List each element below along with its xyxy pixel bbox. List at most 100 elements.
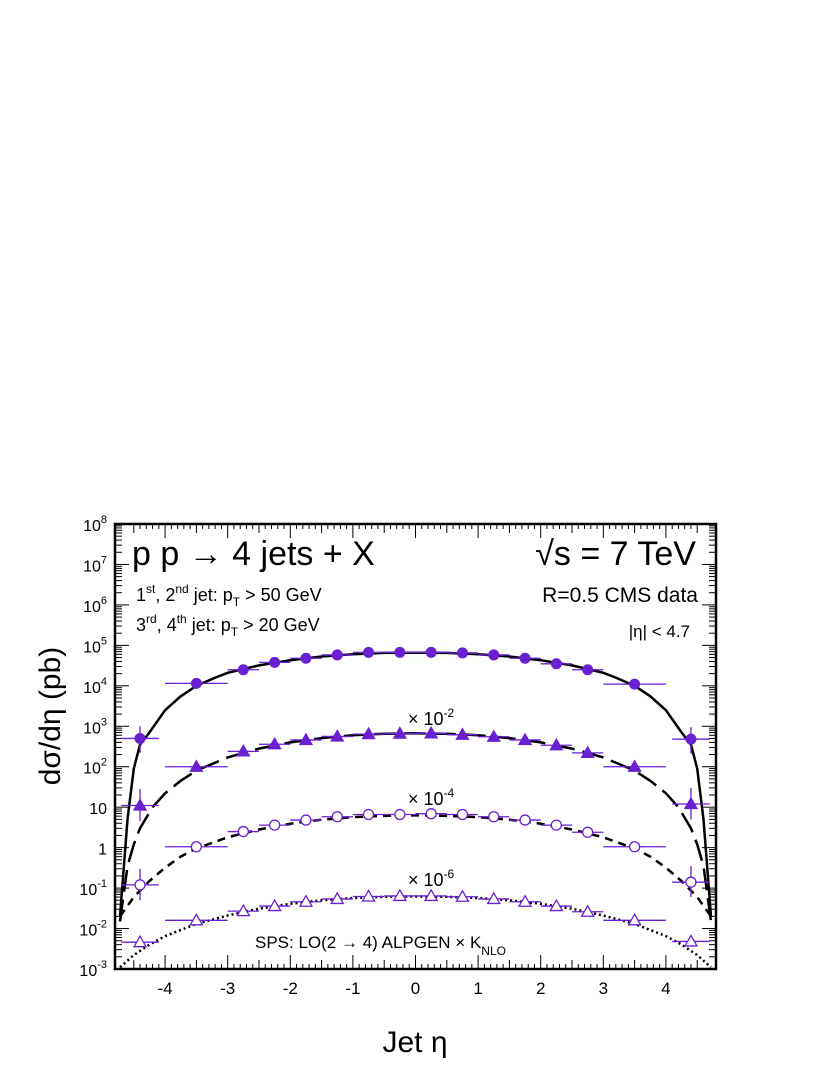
- x-tick-label: 0: [411, 979, 420, 998]
- data-point-series-3: [519, 814, 531, 826]
- data-point-series-2: [549, 737, 564, 751]
- data-point-series-2: [330, 729, 345, 742]
- data-point-series-4: [486, 891, 501, 905]
- x-tick-label: 2: [536, 979, 545, 998]
- theory-curve-3: [118, 814, 713, 918]
- data-point-series-3: [456, 808, 469, 821]
- data-point-series-4: [455, 889, 470, 902]
- data-point-series-4: [627, 912, 642, 926]
- data-point-series-3: [550, 819, 563, 831]
- data-point-series-4: [330, 891, 345, 905]
- data-point-series-4: [424, 888, 439, 902]
- data-point-series-2: [236, 744, 251, 757]
- data-point-series-4: [361, 889, 376, 902]
- tick-layer: -4 -3 -2 -1 0 1 2 3 4 10-3 10-2 10-1 1 10 102 103 104 105…: [79, 514, 716, 998]
- data-point-series-1: [134, 732, 146, 744]
- x-tick-label: -3: [220, 979, 235, 998]
- data-point-series-4: [392, 888, 407, 902]
- data-point-series-1: [550, 658, 562, 670]
- data-point-series-2: [517, 732, 533, 746]
- data-point-series-1: [237, 664, 249, 676]
- y-tick-label: 103: [83, 716, 107, 737]
- data-point-series-4: [683, 934, 699, 947]
- data-point-series-2: [486, 729, 501, 742]
- data-point-series-1: [456, 647, 468, 659]
- x-tick-label: -1: [345, 979, 360, 998]
- y-tick-label: 106: [83, 595, 107, 616]
- y-tick-label: 104: [83, 676, 107, 697]
- data-point-series-1: [190, 677, 202, 689]
- plot-frame: [113, 522, 718, 971]
- data-point-series-3: [582, 826, 594, 838]
- energy-label: √s = 7 TeV: [535, 535, 696, 573]
- data-point-series-2: [455, 727, 470, 740]
- data-point-series-2: [298, 732, 314, 746]
- data-point-series-4: [580, 904, 595, 917]
- jet-cut-2: 3rd, 4th jet: pT > 20 GeV: [136, 612, 320, 639]
- data-point-series-3: [685, 876, 697, 888]
- data-point-series-4: [236, 903, 251, 917]
- data-point-series-1: [519, 652, 531, 664]
- x-axis-title: Jet η: [382, 1026, 447, 1059]
- x-tick-label: 3: [599, 979, 608, 998]
- scale-label-4: × 10-4: [408, 786, 455, 809]
- data-point-series-1: [269, 656, 281, 668]
- y-tick-label: 102: [83, 757, 107, 778]
- data-point-series-2: [683, 796, 699, 810]
- data-points: [121, 646, 710, 948]
- data-point-series-3: [237, 825, 249, 838]
- y-tick-label: 10-2: [79, 919, 107, 940]
- jet-cut-1: 1st, 2nd jet: pT > 50 GeV: [136, 582, 322, 609]
- y-tick-label: 108: [83, 514, 107, 535]
- scale-label-2: × 10-2: [408, 706, 455, 729]
- data-point-series-3: [190, 841, 203, 853]
- data-point-series-3: [300, 814, 312, 826]
- scale-label-6: × 10-6: [408, 867, 455, 890]
- data-point-series-3: [628, 841, 641, 853]
- y-tick-label: 10-1: [79, 878, 107, 899]
- data-point-series-3: [331, 811, 343, 823]
- data-point-series-1: [685, 733, 697, 745]
- eta-cut-label: |η| < 4.7: [629, 622, 690, 641]
- data-point-series-2: [424, 725, 439, 739]
- x-tick-label: 1: [473, 979, 482, 998]
- data-point-series-1: [394, 646, 406, 658]
- data-point-series-3: [394, 808, 406, 821]
- data-point-series-4: [517, 894, 533, 907]
- data-point-series-3: [268, 819, 281, 831]
- x-tick-label: -2: [283, 979, 298, 998]
- x-tick-label: -4: [158, 979, 173, 998]
- y-tick-label: 1: [98, 842, 107, 859]
- data-point-series-2: [627, 759, 642, 772]
- data-point-series-4: [132, 934, 148, 948]
- data-point-series-1: [363, 646, 375, 658]
- data-point-series-3: [425, 808, 437, 820]
- data-point-series-2: [267, 736, 282, 750]
- data-point-series-1: [331, 649, 343, 661]
- x-tick-label: 4: [661, 979, 670, 998]
- data-point-series-1: [300, 652, 312, 664]
- y-tick-label: 10-3: [79, 959, 107, 980]
- data-point-series-1: [629, 678, 641, 690]
- data-point-series-3: [488, 811, 500, 823]
- data-point-series-3: [134, 879, 146, 891]
- data-point-series-1: [425, 646, 437, 658]
- model-label: SPS: LO(2 → 4) ALPGEN × KNLO: [255, 933, 506, 958]
- radius-label: R=0.5 CMS data: [542, 584, 698, 607]
- data-point-series-2: [189, 759, 204, 772]
- data-point-series-4: [189, 912, 204, 926]
- data-point-series-2: [392, 726, 407, 739]
- data-point-series-2: [580, 745, 595, 759]
- y-tick-label: 10: [89, 801, 107, 818]
- data-point-series-2: [132, 798, 148, 811]
- y-tick-label: 107: [83, 554, 107, 575]
- data-point-series-3: [362, 808, 375, 821]
- y-tick-label: 105: [83, 635, 107, 656]
- data-point-series-4: [298, 894, 314, 907]
- data-point-series-1: [582, 664, 594, 676]
- data-point-series-1: [488, 649, 500, 661]
- data-point-series-4: [549, 898, 564, 912]
- y-axis-title: dσ/dη (pb): [34, 647, 67, 786]
- chart-title: p p → 4 jets + X: [132, 535, 375, 573]
